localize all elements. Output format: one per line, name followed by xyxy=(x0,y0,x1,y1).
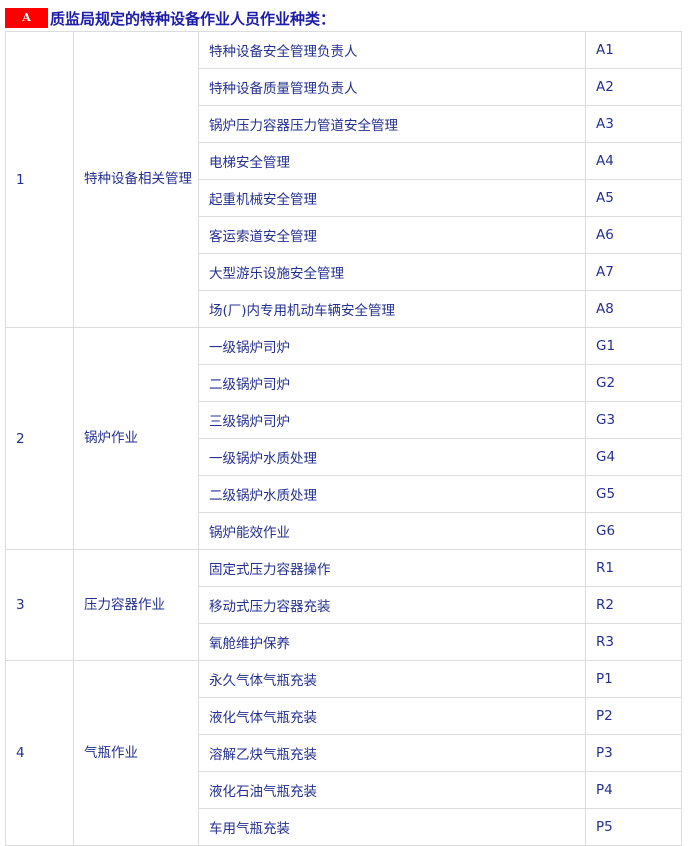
table-row: 3 压力容器作业 固定式压力容器操作 R1 xyxy=(5,549,682,661)
item-code: A4 xyxy=(585,142,682,180)
item-code: P4 xyxy=(585,771,682,809)
item-code: R2 xyxy=(585,586,682,624)
item-name: 车用气瓶充装 xyxy=(198,808,586,846)
item-code: A2 xyxy=(585,68,682,106)
table-row: 起重机械安全管理 A5 xyxy=(6,179,682,217)
item-name: 特种设备安全管理负责人 xyxy=(198,31,586,69)
item-code: R1 xyxy=(585,549,682,587)
table-row: 二级锅炉司炉 G2 xyxy=(6,364,682,402)
item-name: 液化气体气瓶充装 xyxy=(198,697,586,735)
item-name: 特种设备质量管理负责人 xyxy=(198,68,586,106)
table-row: 氧舱维护保养 R3 xyxy=(6,623,682,661)
section-title: A 质监局规定的特种设备作业人员作业种类： xyxy=(5,7,335,29)
item-code: A3 xyxy=(585,105,682,143)
table-row: 1 特种设备相关管理 特种设备安全管理负责人 A1 xyxy=(5,31,682,328)
item-code: A7 xyxy=(585,253,682,291)
section-badge: A xyxy=(5,8,48,28)
table-row: 大型游乐设施安全管理 A7 xyxy=(6,253,682,291)
item-name: 溶解乙炔气瓶充装 xyxy=(198,734,586,772)
group-number: 3 xyxy=(5,549,74,661)
work-category-table: 1 特种设备相关管理 特种设备安全管理负责人 A1 特种设备质量管理负责人 A2 锅炉压力容… xyxy=(5,31,682,846)
item-name: 三级锅炉司炉 xyxy=(198,401,586,439)
table-row: 二级锅炉水质处理 G5 xyxy=(6,475,682,513)
table-row: 三级锅炉司炉 G3 xyxy=(6,401,682,439)
item-code: A5 xyxy=(585,179,682,217)
item-code: A6 xyxy=(585,216,682,254)
item-name: 二级锅炉司炉 xyxy=(198,364,586,402)
group-category: 锅炉作业 xyxy=(73,327,199,550)
table-row: 移动式压力容器充装 R2 xyxy=(6,586,682,624)
table-row: 2 锅炉作业 一级锅炉司炉 G1 xyxy=(5,327,682,550)
item-name: 电梯安全管理 xyxy=(198,142,586,180)
group-number: 1 xyxy=(5,31,74,328)
table-row: 液化石油气瓶充装 P4 xyxy=(6,771,682,809)
item-name: 氧舱维护保养 xyxy=(198,623,586,661)
item-name: 场(厂)内专用机动车辆安全管理 xyxy=(198,290,586,328)
item-code: P2 xyxy=(585,697,682,735)
table-row: 电梯安全管理 A4 xyxy=(6,142,682,180)
item-code: G2 xyxy=(585,364,682,402)
group-number: 2 xyxy=(5,327,74,550)
table-row: 客运索道安全管理 A6 xyxy=(6,216,682,254)
item-name: 起重机械安全管理 xyxy=(198,179,586,217)
item-code: R3 xyxy=(585,623,682,661)
item-name: 一级锅炉水质处理 xyxy=(198,438,586,476)
section-title-text: 质监局规定的特种设备作业人员作业种类： xyxy=(50,9,336,28)
item-name: 锅炉压力容器压力管道安全管理 xyxy=(198,105,586,143)
group-category: 压力容器作业 xyxy=(73,549,199,661)
item-name: 锅炉能效作业 xyxy=(198,512,586,550)
item-code: G5 xyxy=(585,475,682,513)
item-code: G3 xyxy=(585,401,682,439)
table-row: 场(厂)内专用机动车辆安全管理 A8 xyxy=(6,290,682,328)
table-row: 特种设备质量管理负责人 A2 xyxy=(6,68,682,106)
table-row: 4 气瓶作业 永久气体气瓶充装 P1 xyxy=(5,660,682,846)
item-code: A1 xyxy=(585,31,682,69)
item-name: 大型游乐设施安全管理 xyxy=(198,253,586,291)
item-code: G4 xyxy=(585,438,682,476)
item-name: 一级锅炉司炉 xyxy=(198,327,586,365)
item-code: G6 xyxy=(585,512,682,550)
table-row: 液化气体气瓶充装 P2 xyxy=(6,697,682,735)
table-row: 锅炉能效作业 G6 xyxy=(6,512,682,550)
table-row: 溶解乙炔气瓶充装 P3 xyxy=(6,734,682,772)
table-row: 锅炉压力容器压力管道安全管理 A3 xyxy=(6,105,682,143)
item-name: 液化石油气瓶充装 xyxy=(198,771,586,809)
item-code: P1 xyxy=(585,660,682,698)
item-name: 移动式压力容器充装 xyxy=(198,586,586,624)
group-number: 4 xyxy=(5,660,74,846)
item-code: G1 xyxy=(585,327,682,365)
group-category: 特种设备相关管理 xyxy=(73,31,199,328)
item-name: 二级锅炉水质处理 xyxy=(198,475,586,513)
item-name: 客运索道安全管理 xyxy=(198,216,586,254)
group-category: 气瓶作业 xyxy=(73,660,199,846)
item-name: 固定式压力容器操作 xyxy=(198,549,586,587)
item-name: 永久气体气瓶充装 xyxy=(198,660,586,698)
item-code: A8 xyxy=(585,290,682,328)
item-code: P5 xyxy=(585,808,682,846)
item-code: P3 xyxy=(585,734,682,772)
